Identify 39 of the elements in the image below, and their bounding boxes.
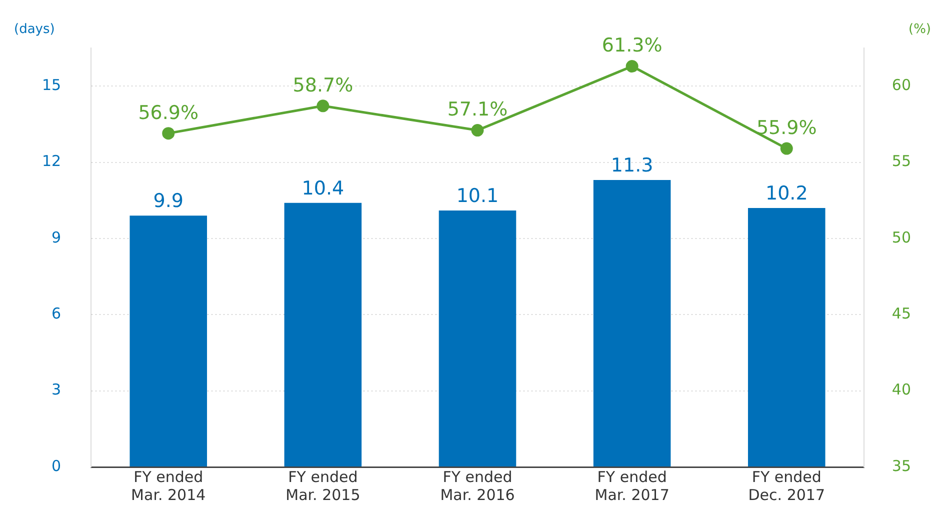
point [316,100,330,112]
x-tick-label: FY ended Mar. 2014 [131,468,206,504]
data-label: 57.1% [447,98,508,121]
y-tick-label: 3 [52,380,62,399]
data-label: 10.2 [765,182,808,204]
bar [748,208,826,466]
data-label: 58.7% [292,74,354,96]
y-axis-title: (days) [14,22,55,37]
y2-tick-label: 40 [892,380,912,399]
y2-axis-title: (%) [908,22,931,37]
data-label: 10.4 [302,177,344,200]
point [162,127,175,140]
y2-tick-label: 50 [892,228,912,246]
y2-tick-label: 55 [892,152,912,170]
point [626,60,638,73]
data-label: 10.1 [456,184,499,207]
y-tick-label: 15 [42,76,62,94]
bar [284,202,362,466]
data-label: 61.3% [602,34,662,57]
y-tick-label: 9 [52,228,62,246]
data-label: 11.3 [610,154,654,176]
point [780,142,793,155]
bar [130,216,208,466]
y-tick-label: 0 [52,456,62,475]
x-tick-label: FY ended Dec. 2017 [748,468,826,504]
point [471,124,484,137]
x-tick-label: FY ended Mar. 2017 [594,468,670,504]
y2-tick-label: 45 [892,304,912,323]
data-label: 55.9% [756,116,817,139]
x-tick-label: FY ended Mar. 2015 [286,468,360,504]
y2-tick-label: 35 [892,456,912,475]
bar [593,180,671,466]
y-tick-label: 6 [52,304,62,323]
x-tick-label: FY ended Mar. 2016 [440,468,515,504]
y-tick-label: 12 [42,152,62,170]
y2-tick-label: 60 [892,76,912,94]
bar [438,210,516,466]
data-label: 56.9% [138,102,199,124]
data-label: 9.9 [153,190,184,212]
